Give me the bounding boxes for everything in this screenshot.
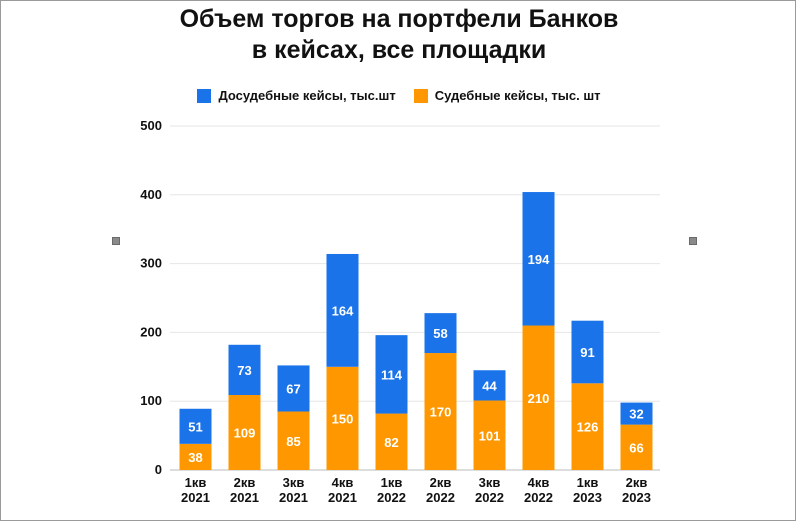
data-label-judicial-3: 150 [332, 411, 354, 426]
x-tick-label-quarter-9: 2кв [626, 475, 648, 490]
chart-title-line-2: в кейсах, все площадки [251, 36, 547, 64]
x-tick-label-year-8: 2023 [573, 490, 602, 505]
x-tick-label-year-6: 2022 [475, 490, 504, 505]
x-tick-label-year-7: 2022 [524, 490, 553, 505]
bar-judicial-4 [375, 413, 408, 470]
x-tick-label-quarter-1: 2кв [234, 475, 256, 490]
data-label-judicial-8: 126 [577, 420, 599, 435]
bar-judicial-1 [228, 395, 261, 470]
chart-title: Объем торгов на портфели Банков в кейсах… [0, 4, 798, 66]
y-tick-label-400: 400 [140, 187, 162, 202]
bar-judicial-0 [179, 443, 212, 470]
x-tick-label-year-3: 2021 [328, 490, 357, 505]
y-tick-label-0: 0 [155, 462, 162, 477]
x-tick-label-year-1: 2021 [230, 490, 259, 505]
legend-item-judicial: Судебные кейсы, тыс. шт [413, 88, 601, 103]
chart-legend: Досудебные кейсы, тыс.шт Судебные кейсы,… [0, 88, 798, 103]
legend-swatch-pretrial [197, 88, 212, 103]
data-label-judicial-5: 170 [430, 405, 452, 420]
x-tick-label-quarter-4: 1кв [381, 475, 403, 490]
chart-title-line-1: Объем торгов на портфели Банков [179, 5, 619, 33]
x-tick-label-year-2: 2021 [279, 490, 308, 505]
x-tick-label-year-9: 2023 [622, 490, 651, 505]
x-tick-label-year-4: 2022 [377, 490, 406, 505]
data-label-pretrial-3: 164 [332, 303, 354, 318]
legend-label-pretrial: Досудебные кейсы, тыс.шт [218, 88, 396, 103]
data-label-judicial-1: 109 [234, 426, 256, 441]
data-label-judicial-2: 85 [286, 434, 300, 449]
x-tick-label-year-0: 2021 [181, 490, 210, 505]
data-label-judicial-7: 210 [528, 391, 550, 406]
data-label-pretrial-7: 194 [528, 252, 550, 267]
bar-judicial-6 [473, 400, 506, 470]
data-label-pretrial-4: 114 [381, 367, 403, 382]
x-tick-label-quarter-6: 3кв [479, 475, 501, 490]
y-tick-label-200: 200 [140, 324, 162, 339]
y-tick-label-100: 100 [140, 393, 162, 408]
legend-swatch-judicial [413, 88, 428, 103]
bar-pretrial-3 [326, 253, 359, 367]
data-label-pretrial-5: 58 [433, 326, 447, 341]
data-label-pretrial-6: 44 [482, 378, 497, 393]
resize-handle-left[interactable] [112, 237, 120, 245]
bar-pretrial-6 [473, 370, 506, 401]
data-label-judicial-4: 82 [384, 435, 398, 450]
y-tick-label-500: 500 [140, 118, 162, 133]
legend-label-judicial: Судебные кейсы, тыс. шт [434, 88, 601, 103]
x-tick-label-quarter-7: 4кв [528, 475, 550, 490]
x-tick-label-quarter-3: 4кв [332, 475, 354, 490]
x-tick-label-quarter-5: 2кв [430, 475, 452, 490]
bar-pretrial-4 [375, 335, 408, 414]
x-tick-label-quarter-0: 1кв [185, 475, 207, 490]
data-label-judicial-9: 66 [629, 440, 643, 455]
bar-pretrial-8 [571, 320, 604, 384]
bar-judicial-5 [424, 353, 457, 470]
data-label-pretrial-2: 67 [286, 381, 300, 396]
x-tick-label-quarter-8: 1кв [577, 475, 599, 490]
y-tick-label-300: 300 [140, 256, 162, 271]
bar-judicial-8 [571, 383, 604, 470]
data-label-judicial-6: 101 [479, 428, 501, 443]
bar-pretrial-0 [179, 408, 212, 444]
bar-judicial-2 [277, 411, 310, 470]
data-label-pretrial-9: 32 [629, 407, 643, 422]
x-tick-label-quarter-2: 3кв [283, 475, 305, 490]
x-tick-label-year-5: 2022 [426, 490, 455, 505]
data-label-pretrial-8: 91 [580, 345, 594, 360]
bar-judicial-7 [522, 325, 555, 470]
data-label-pretrial-1: 73 [237, 363, 251, 378]
bar-judicial-9 [620, 424, 653, 470]
legend-item-pretrial: Досудебные кейсы, тыс.шт [197, 88, 396, 103]
bar-pretrial-7 [522, 192, 555, 326]
bar-pretrial-5 [424, 313, 457, 354]
data-label-pretrial-0: 51 [188, 419, 202, 434]
bar-pretrial-9 [620, 402, 653, 425]
bar-pretrial-1 [228, 344, 261, 396]
bar-pretrial-2 [277, 365, 310, 412]
data-label-judicial-0: 38 [188, 450, 202, 465]
bar-judicial-3 [326, 366, 359, 470]
resize-handle-right[interactable] [689, 237, 697, 245]
